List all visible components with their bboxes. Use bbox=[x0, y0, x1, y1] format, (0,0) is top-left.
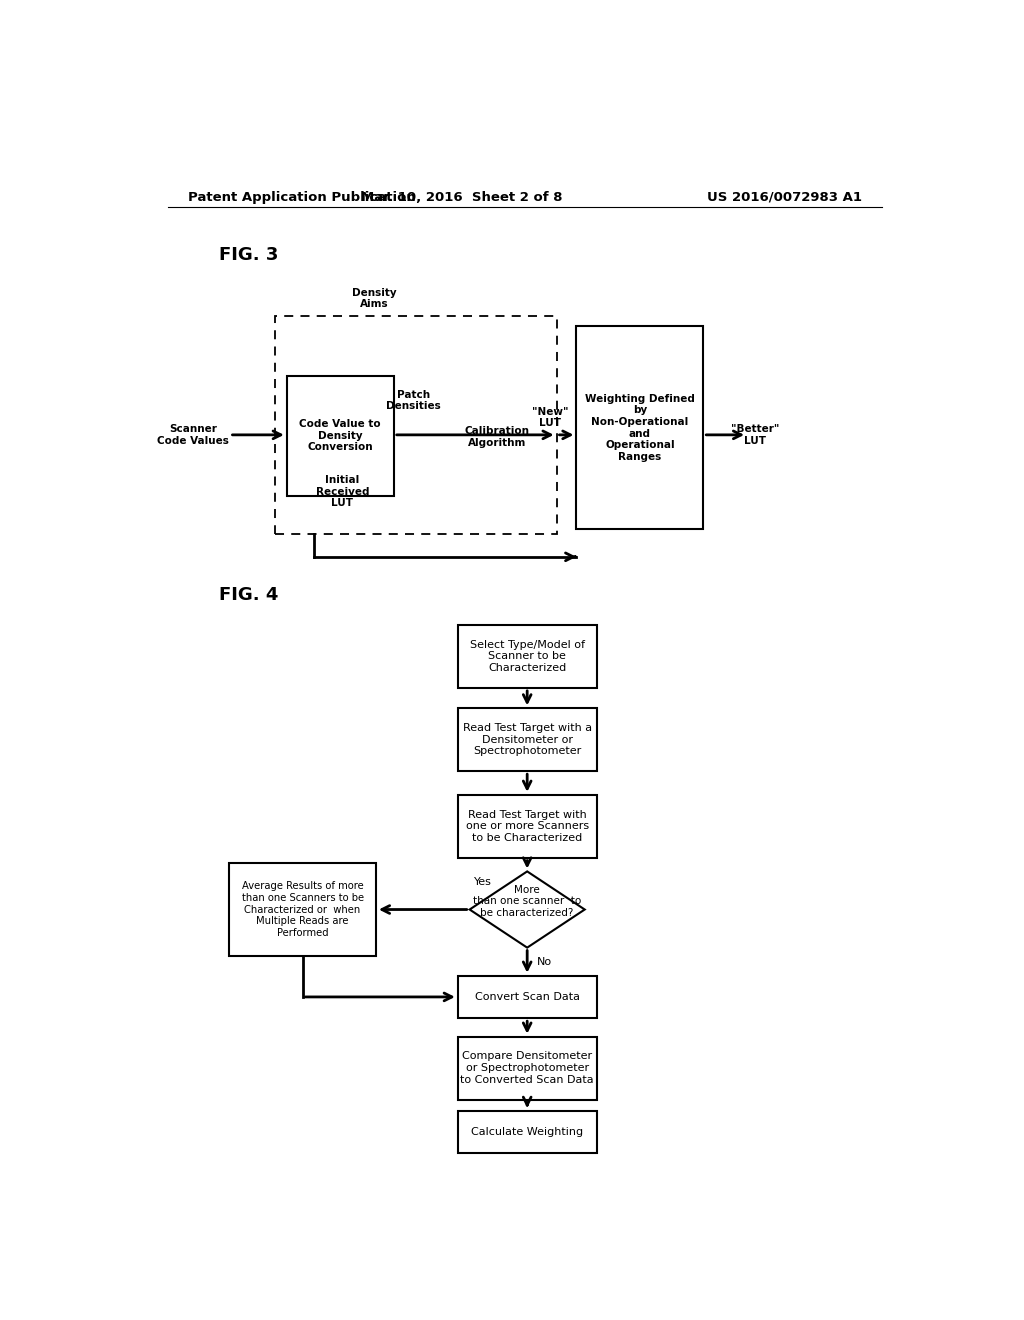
FancyBboxPatch shape bbox=[274, 315, 557, 535]
Text: Code Value to
Density
Conversion: Code Value to Density Conversion bbox=[299, 420, 381, 453]
FancyBboxPatch shape bbox=[229, 863, 376, 956]
Text: Convert Scan Data: Convert Scan Data bbox=[475, 991, 580, 1002]
Text: Patent Application Publication: Patent Application Publication bbox=[187, 190, 416, 203]
Text: Scanner
Code Values: Scanner Code Values bbox=[157, 424, 229, 446]
Text: Read Test Target with
one or more Scanners
to be Characterized: Read Test Target with one or more Scanne… bbox=[466, 809, 589, 842]
Text: Yes: Yes bbox=[474, 878, 492, 887]
Polygon shape bbox=[470, 871, 585, 948]
Text: Density
Aims: Density Aims bbox=[351, 288, 396, 309]
Text: Calibration
Algorithm: Calibration Algorithm bbox=[465, 426, 529, 447]
FancyBboxPatch shape bbox=[458, 709, 597, 771]
FancyBboxPatch shape bbox=[458, 795, 597, 858]
FancyBboxPatch shape bbox=[458, 624, 597, 688]
FancyBboxPatch shape bbox=[458, 1110, 597, 1154]
Text: Read Test Target with a
Densitometer or
Spectrophotometer: Read Test Target with a Densitometer or … bbox=[463, 723, 592, 756]
Text: FIG. 4: FIG. 4 bbox=[219, 586, 279, 605]
Text: Weighting Defined
by
Non-Operational
and
Operational
Ranges: Weighting Defined by Non-Operational and… bbox=[585, 393, 695, 462]
Text: Calculate Weighting: Calculate Weighting bbox=[471, 1127, 584, 1137]
Text: "Better"
LUT: "Better" LUT bbox=[731, 424, 779, 446]
Text: Compare Densitometer
or Spectrophotometer
to Converted Scan Data: Compare Densitometer or Spectrophotomete… bbox=[461, 1052, 594, 1085]
Text: No: No bbox=[537, 957, 552, 966]
FancyBboxPatch shape bbox=[458, 1036, 597, 1100]
Text: Patch
Densities: Patch Densities bbox=[386, 389, 441, 411]
FancyBboxPatch shape bbox=[577, 326, 703, 529]
FancyBboxPatch shape bbox=[458, 975, 597, 1018]
Text: US 2016/0072983 A1: US 2016/0072983 A1 bbox=[708, 190, 862, 203]
Text: FIG. 3: FIG. 3 bbox=[219, 246, 279, 264]
FancyBboxPatch shape bbox=[287, 376, 394, 496]
Text: Average Results of more
than one Scanners to be
Characterized or  when
Multiple : Average Results of more than one Scanner… bbox=[242, 882, 364, 937]
Text: "New"
LUT: "New" LUT bbox=[531, 407, 568, 429]
Text: Select Type/Model of
Scanner to be
Characterized: Select Type/Model of Scanner to be Chara… bbox=[470, 640, 585, 673]
Text: Initial
Received
LUT: Initial Received LUT bbox=[315, 475, 369, 508]
Text: Mar. 10, 2016  Sheet 2 of 8: Mar. 10, 2016 Sheet 2 of 8 bbox=[360, 190, 562, 203]
Text: More
than one scanner  to
be characterized?: More than one scanner to be characterize… bbox=[473, 884, 582, 917]
